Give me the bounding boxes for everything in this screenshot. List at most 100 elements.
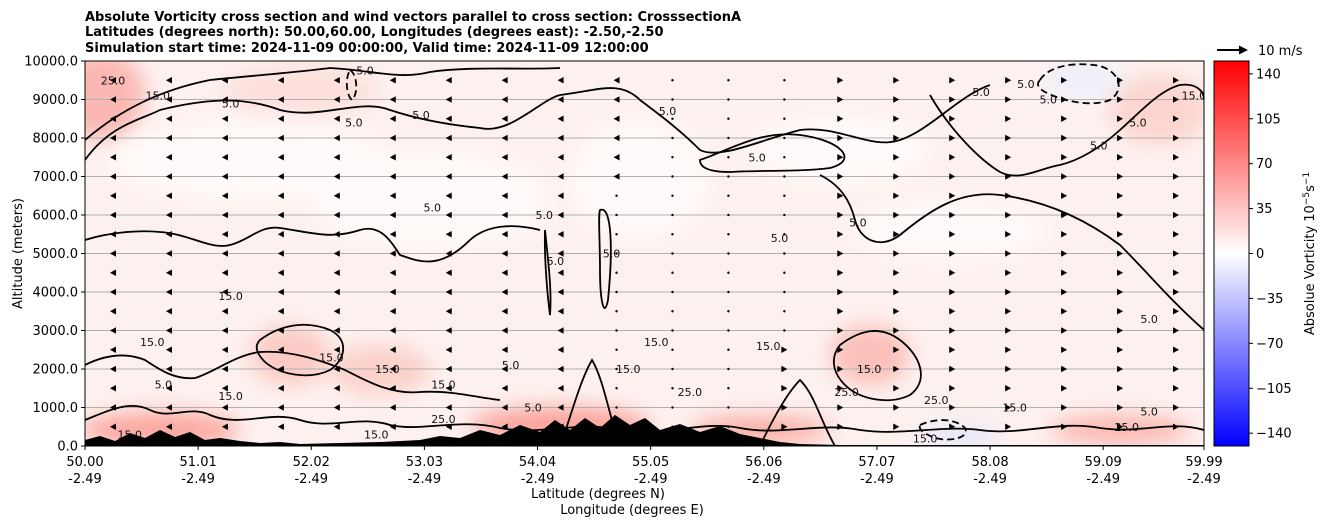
wind-vector-head [837,346,844,353]
wind-vector-head [1173,404,1180,411]
wind-vector [557,211,564,219]
wind-vector [893,308,900,315]
wind-vector-head [165,269,172,276]
wind-vector [165,269,172,276]
wind-vector-head [221,269,228,276]
wind-vector-head [837,192,844,199]
wind-vector-head [781,423,788,430]
wind-vector [445,77,452,84]
wind-vector [221,192,228,199]
wind-vector [277,77,284,84]
wind-vector-head [277,327,284,334]
wind-vector-head [333,211,340,219]
wind-vector-dot [727,367,730,371]
wind-vector-head [277,346,284,353]
wind-vector-dot [615,213,618,217]
contour-lines-negative [345,63,1120,441]
wind-vector-head [333,288,340,296]
wind-vector [671,329,674,332]
wind-vector [1173,115,1180,122]
wind-vector-dot [615,310,618,313]
wind-vector [1005,346,1012,353]
wind-vector-head [109,346,116,353]
wind-vector-head [165,385,172,392]
wind-vector-head [1005,365,1012,373]
wind-vector-dot [615,194,618,197]
wind-vector [557,173,564,180]
wind-vector [1117,192,1124,199]
wind-vector-head [557,77,564,84]
wind-vector [1117,308,1124,315]
contour-label: 5.0 [659,105,677,118]
wind-vector [557,96,564,103]
wind-vector-head [277,134,284,142]
wind-vector-dot [727,213,730,217]
wind-vector [671,156,674,159]
wind-vector [837,327,844,334]
wind-vector-head [501,211,508,219]
wind-vector [557,134,564,142]
wind-vector [1005,269,1012,276]
wind-vector [893,250,900,257]
wind-vector-head [613,173,620,180]
wind-vector [165,134,172,142]
wind-vector [615,310,618,313]
wind-vector [613,115,620,122]
wind-vector [1061,423,1068,430]
x-tick-label-latitude: 52.02 [293,455,330,470]
wind-vector [389,423,396,430]
wind-vector [389,327,396,334]
wind-vector [333,308,340,315]
wind-vector-head [557,346,564,353]
wind-vector-head [781,385,788,392]
wind-vector-dot [615,367,618,371]
wind-vector [109,288,116,296]
wind-vector-head [1117,404,1124,411]
wind-vector-head [109,288,116,296]
wind-vector-dot [727,117,730,120]
wind-vector [165,173,172,180]
wind-vector-head [389,173,396,180]
wind-vector [1173,269,1180,276]
wind-vector-head [109,77,116,84]
wind-vector [893,423,900,430]
wind-vector [671,175,674,178]
wind-vector [727,387,730,390]
wind-vector-head [1005,288,1012,296]
wind-vector [1061,404,1068,411]
wind-vector [727,348,730,351]
wind-vector-head [1061,96,1068,103]
contour-label: 5.0 [423,201,441,214]
wind-vector-head [109,327,116,334]
wind-vector-head [893,346,900,353]
wind-vector-head [109,308,116,315]
wind-vector-head [1117,192,1124,199]
y-tick-label: 10000.0 [24,55,78,70]
wind-vector-head [613,115,620,122]
wind-vector-dot [671,156,674,159]
contour-line-negative [345,68,358,102]
wind-vector-head [389,115,396,122]
wind-vector-head [277,77,284,84]
wind-vector [389,77,396,84]
colorbar-tick-label: −105 [1256,382,1292,397]
colorbar-tick-label: −140 [1256,427,1292,442]
contour-line-negative [918,419,967,441]
wind-vector [1005,288,1012,296]
wind-vector [727,329,730,332]
wind-vector-head [837,115,844,122]
wind-vector [615,233,618,236]
wind-vector [1061,173,1068,180]
wind-vector [1005,404,1012,411]
wind-vector [277,115,284,122]
wind-vector [109,115,116,122]
wind-vector [165,288,172,296]
contour-label: 15.0 [756,340,781,353]
wind-vector-head [1061,192,1068,199]
wind-vector-head [389,308,396,315]
wind-vector [1117,173,1124,180]
wind-vector-head [221,211,228,219]
wind-vector-head [501,231,508,238]
wind-vector [389,192,396,199]
wind-vector [109,250,116,257]
